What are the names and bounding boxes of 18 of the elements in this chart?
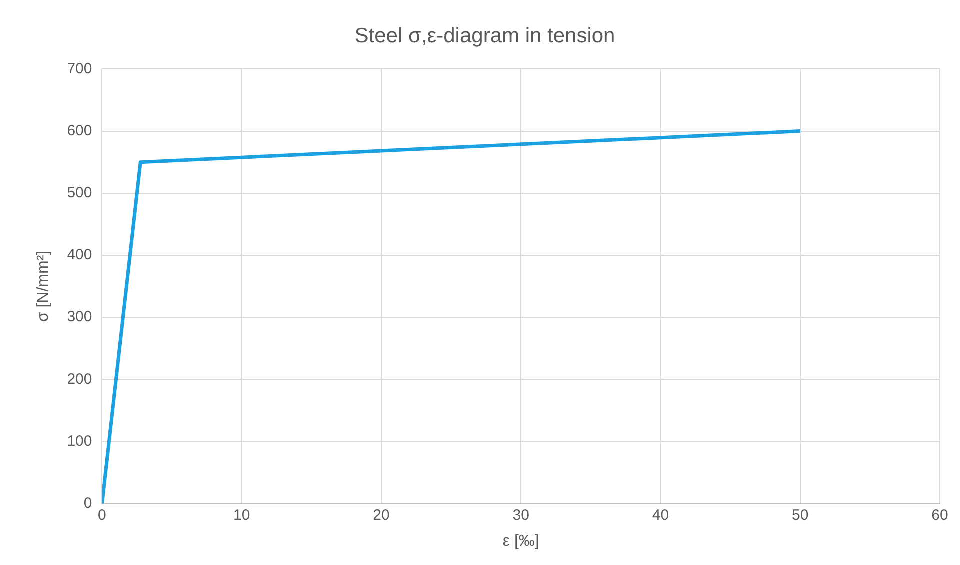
x-tick-label: 40 — [652, 506, 670, 524]
y-tick-label: 400 — [67, 246, 92, 264]
y-tick-label: 700 — [67, 60, 92, 78]
x-tick-label: 30 — [512, 506, 530, 524]
x-tick-label: 10 — [234, 506, 250, 524]
x-tick-label: 0 — [98, 506, 106, 524]
x-tick-label: 50 — [792, 506, 809, 524]
y-tick-label: 100 — [67, 432, 92, 450]
y-axis-title: σ [N/mm²] — [35, 250, 52, 322]
chart-title: Steel σ,ε-diagram in tension — [354, 24, 616, 48]
x-tick-label: 60 — [932, 506, 948, 524]
x-axis-title: ε [‰] — [502, 532, 540, 550]
x-tick-label: 20 — [373, 506, 390, 524]
y-tick-label: 600 — [67, 122, 92, 140]
y-tick-label: 300 — [67, 308, 92, 326]
y-tick-label: 500 — [67, 184, 92, 202]
y-tick-label: 200 — [67, 370, 92, 388]
y-tick-label: 0 — [84, 494, 92, 512]
